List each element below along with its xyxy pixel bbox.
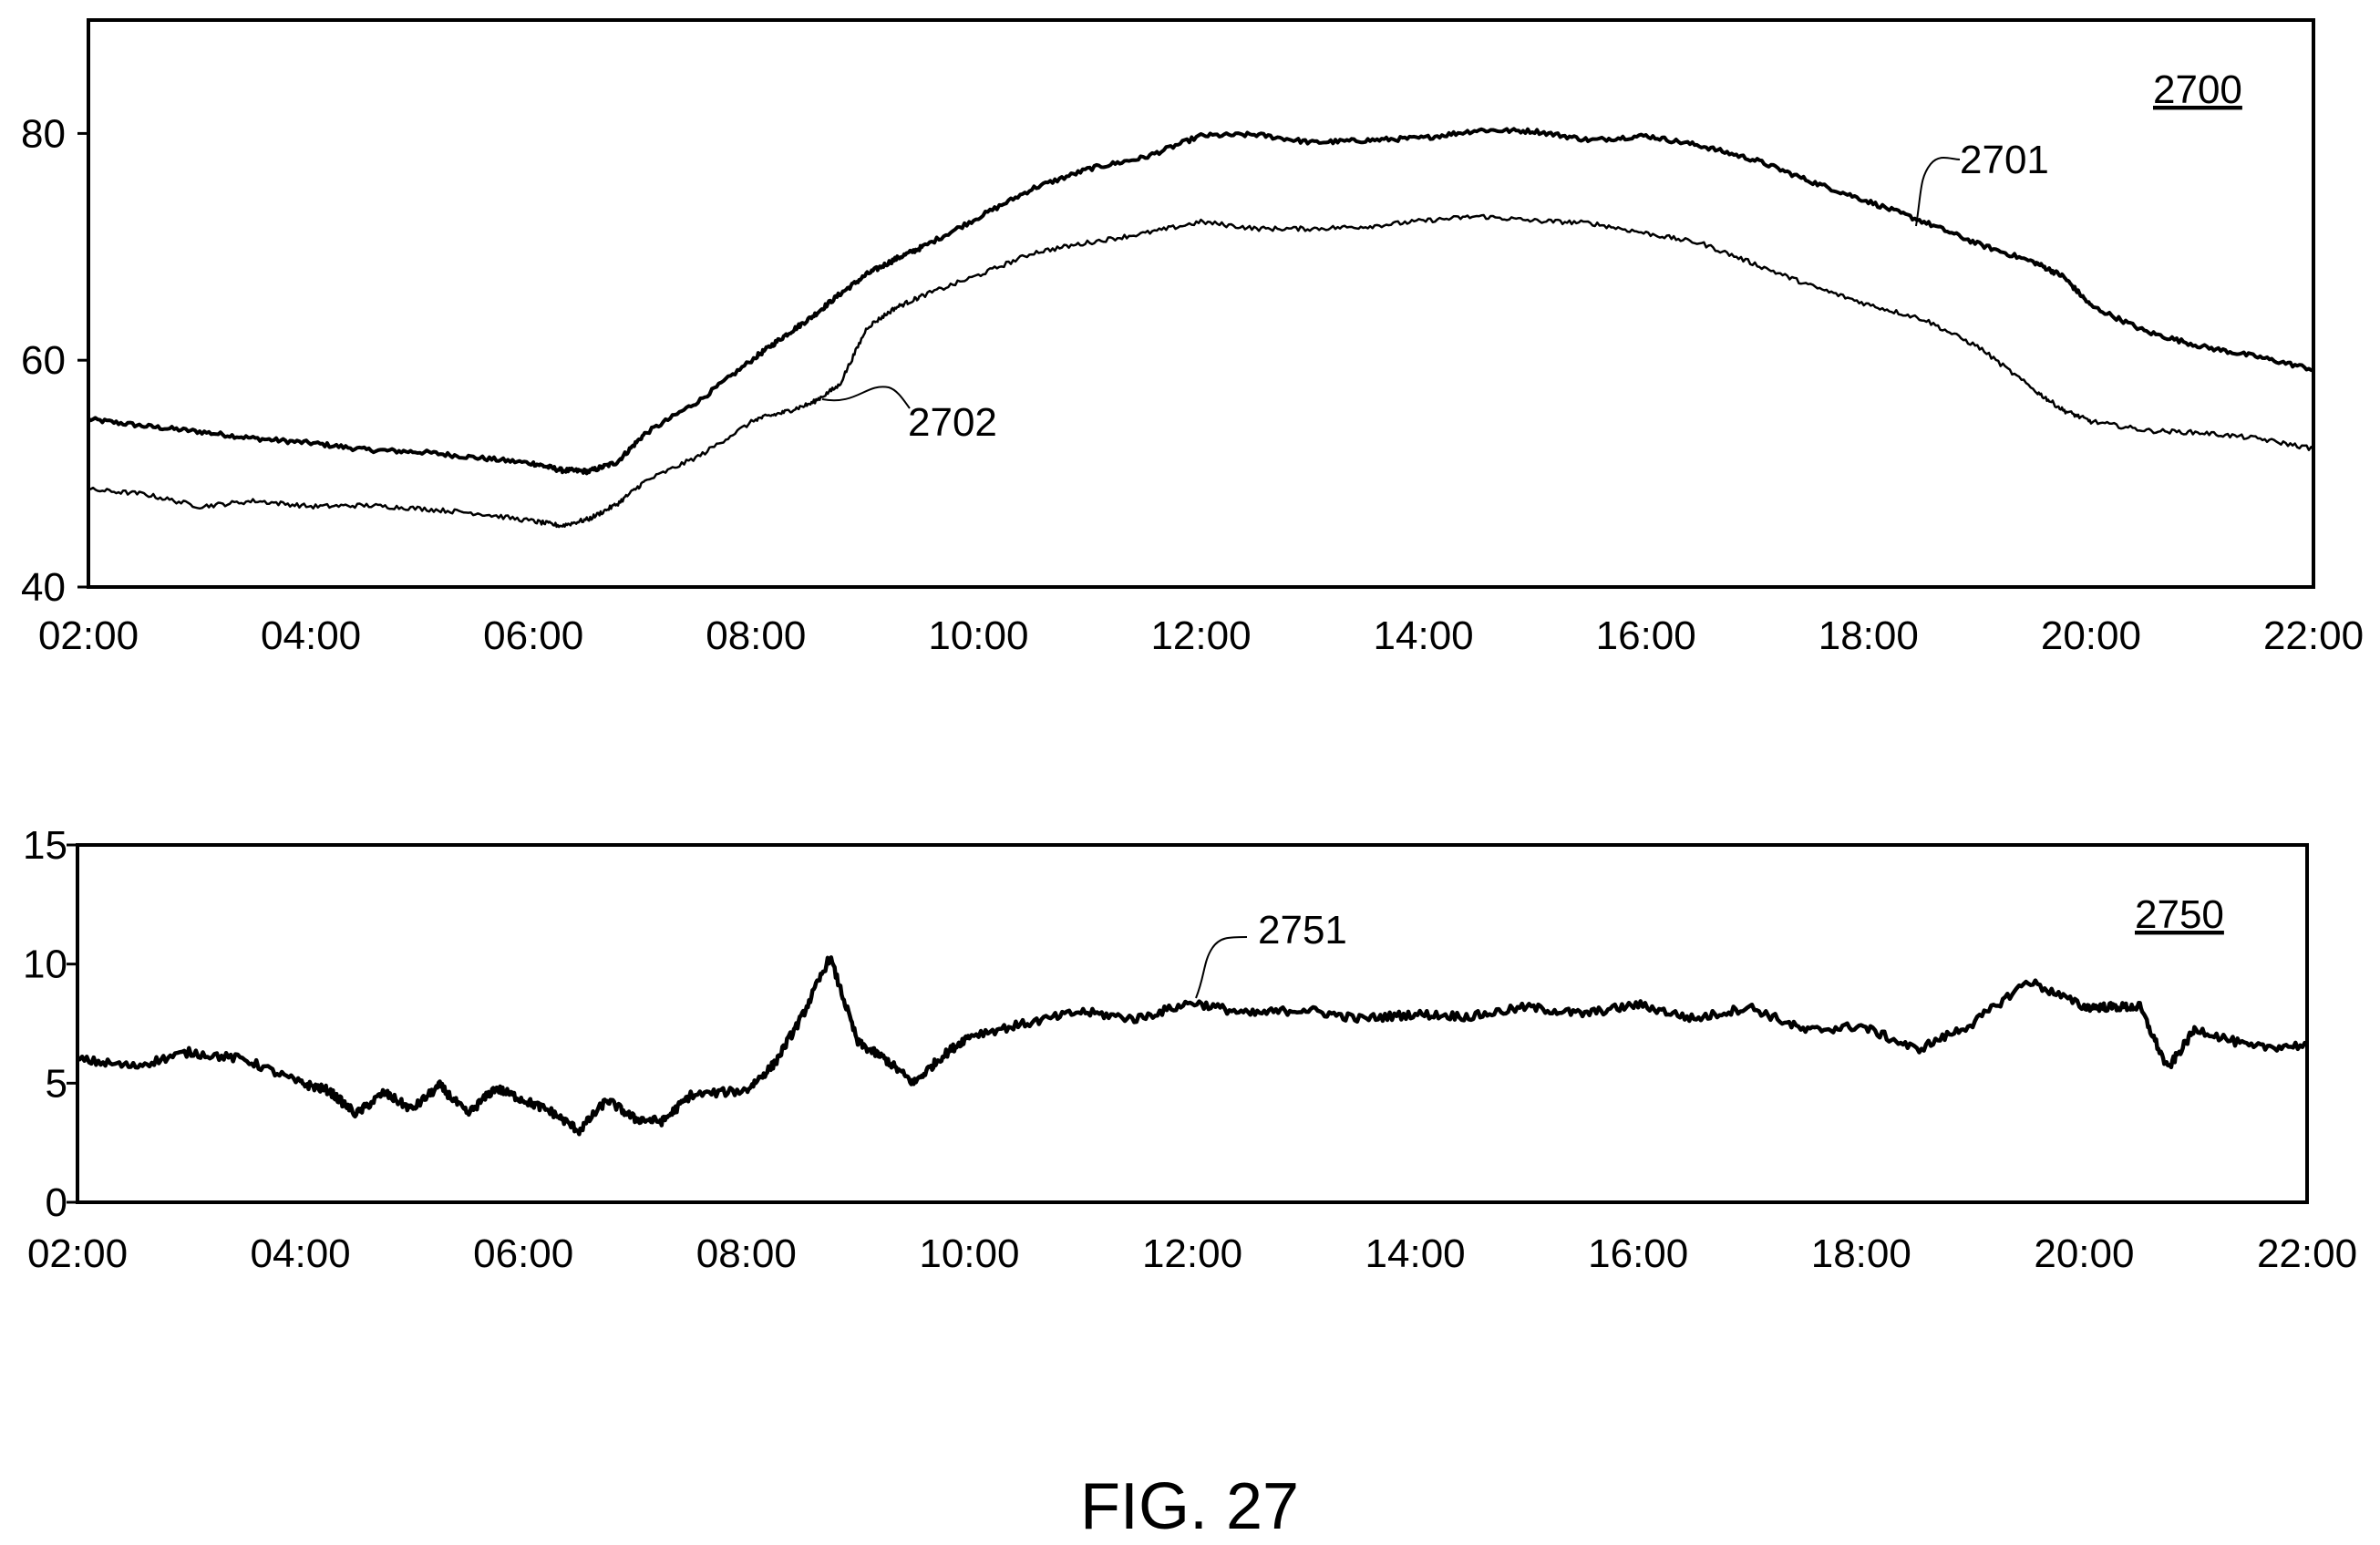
series-line-2701: [87, 127, 2314, 476]
x-tick-label: 02:00: [27, 1231, 128, 1276]
chart-2700: 02:00 04:00 06:00 08:00 10:00 12:00 14:00 16:00…: [21, 18, 2364, 658]
x-tick-label: 10:00: [919, 1231, 1019, 1276]
chart-2750-x-tick-labels: 02:00 04:00 06:00 08:00 10:00 12:00 14:00 16:00…: [27, 1231, 2357, 1276]
x-tick-label: 04:00: [251, 1231, 351, 1276]
x-tick-label: 02:00: [38, 613, 139, 658]
y-tick-label: 40: [21, 565, 66, 610]
x-tick-label: 06:00: [473, 1231, 573, 1276]
chart-2700-frame: [87, 18, 2315, 589]
series-line-2702: [88, 213, 2314, 529]
chart-2700-reference-label: 2700: [2153, 67, 2242, 112]
x-tick-label: 06:00: [483, 613, 583, 658]
y-tick-label: 15: [23, 823, 67, 868]
chart-2750: 02:00 04:00 06:00 08:00 10:00 12:00 14:00 16:00…: [23, 823, 2357, 1276]
chart-2750-frame: [76, 843, 2309, 1204]
figure-caption: FIG. 27: [1080, 1470, 1299, 1543]
chart-2700-x-tick-labels: 02:00 04:00 06:00 08:00 10:00 12:00 14:00 16:00…: [38, 613, 2364, 658]
chart-2750-reference-label: 2750: [2135, 892, 2224, 937]
x-tick-label: 20:00: [2034, 1231, 2134, 1276]
x-tick-label: 18:00: [1811, 1231, 1911, 1276]
x-tick-label: 12:00: [1150, 613, 1251, 658]
series-line-2751: [76, 955, 2309, 1137]
x-tick-label: 18:00: [1818, 613, 1919, 658]
x-tick-label: 08:00: [696, 1231, 797, 1276]
callout-2702-leader: [821, 386, 911, 409]
y-tick-label: 80: [21, 111, 66, 156]
x-tick-label: 22:00: [2263, 613, 2364, 658]
chart-2700-y-tick-labels: 40 60 80: [21, 111, 88, 610]
x-tick-label: 16:00: [1596, 613, 1696, 658]
x-tick-label: 08:00: [706, 613, 806, 658]
callout-2701-label: 2701: [1960, 138, 2049, 182]
x-tick-label: 20:00: [2041, 613, 2141, 658]
x-tick-label: 12:00: [1142, 1231, 1242, 1276]
callout-2751-label: 2751: [1258, 908, 1347, 953]
chart-2700-plot-area: [87, 127, 2314, 529]
x-tick-label: 10:00: [928, 613, 1028, 658]
callout-2751-leader: [1195, 936, 1248, 999]
y-tick-label: 5: [46, 1061, 67, 1106]
chart-2750-y-tick-labels: 0 5 10 15: [23, 823, 77, 1225]
x-tick-label: 22:00: [2257, 1231, 2357, 1276]
x-tick-label: 04:00: [261, 613, 361, 658]
callout-2702-label: 2702: [908, 400, 997, 445]
x-tick-label: 16:00: [1588, 1231, 1688, 1276]
chart-2750-plot-area: [76, 955, 2309, 1137]
callout-2701-leader: [1915, 157, 1961, 227]
x-tick-label: 14:00: [1365, 1231, 1466, 1276]
y-tick-label: 0: [46, 1180, 67, 1225]
y-tick-label: 10: [23, 942, 67, 987]
x-tick-label: 14:00: [1374, 613, 1474, 658]
y-tick-label: 60: [21, 338, 66, 383]
